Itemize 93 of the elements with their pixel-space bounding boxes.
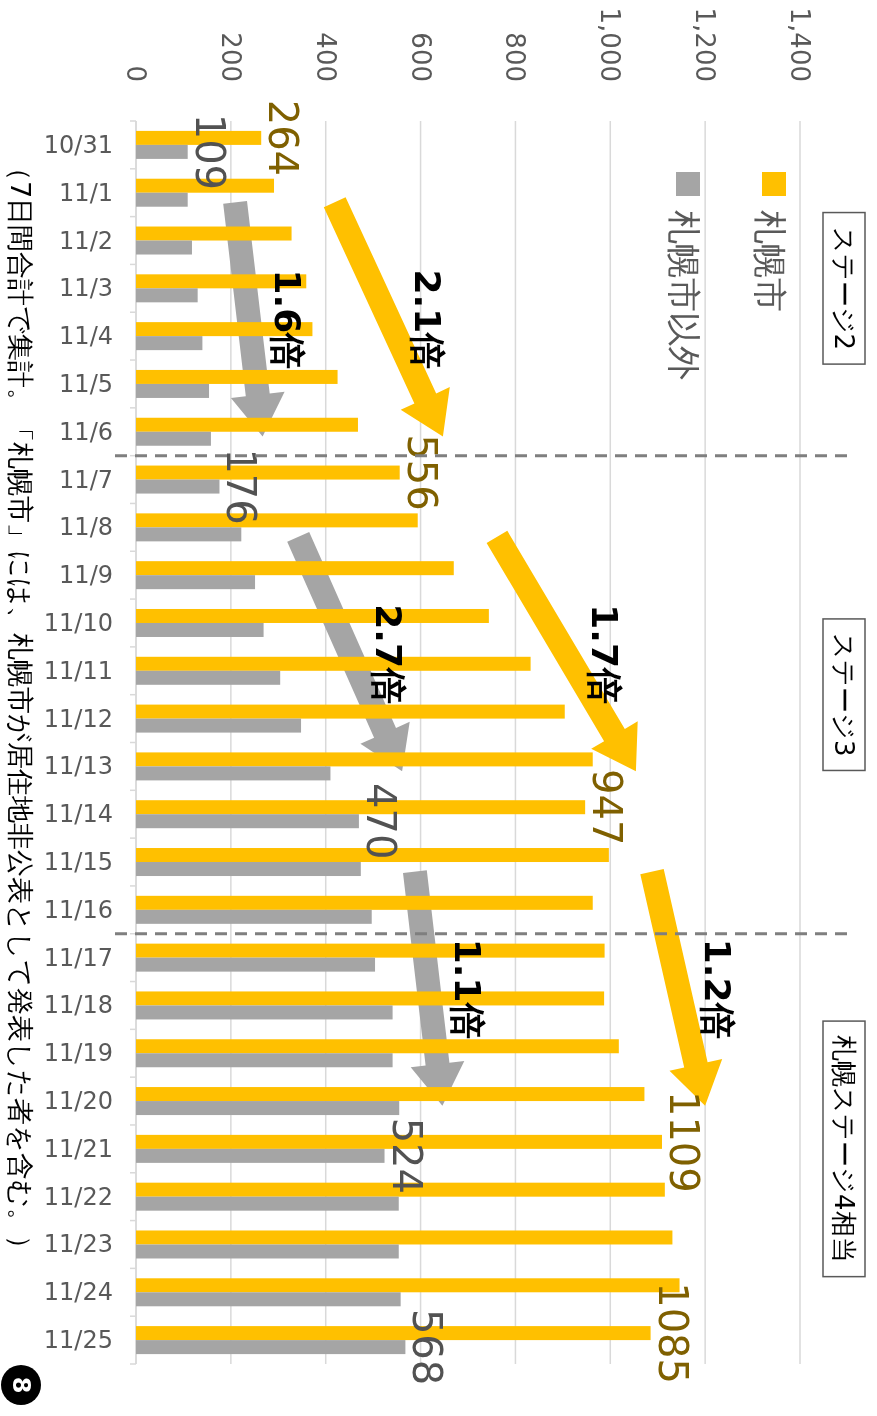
y-tick-label: 11/9 [59, 561, 113, 590]
bar [136, 718, 302, 733]
y-tick-label: 11/7 [59, 465, 113, 494]
text: 札幌ステージ4相当 [829, 1035, 859, 1263]
bar [136, 1087, 645, 1102]
y-tick-label: 10/31 [43, 130, 113, 159]
data-label: 568 [404, 1308, 451, 1386]
y-tick-label: 11/20 [43, 1087, 113, 1116]
y-tick-label: 11/4 [59, 322, 113, 351]
data-label: 556 [398, 434, 445, 511]
x-tick-label: 200 [215, 32, 246, 82]
bar [136, 1244, 399, 1259]
y-tick-label: 11/13 [43, 752, 113, 781]
text: 8 [7, 1376, 35, 1394]
data-label: 1085 [649, 1282, 696, 1384]
bar [136, 240, 192, 255]
legend-label: 札幌市以外 [664, 210, 704, 380]
bar [136, 670, 281, 685]
data-label: 264 [260, 99, 307, 177]
bar [136, 862, 361, 877]
y-tick-label: 11/5 [59, 369, 113, 398]
x-tick-label: 1,000 [595, 7, 626, 82]
text: （7日間合計で集計。「札幌市」には、札幌市が居住地非公表として発表した者を含む。） [5, 153, 36, 1263]
text: ステージ3 [829, 632, 859, 757]
data-label: 947 [584, 769, 631, 846]
bar [136, 575, 256, 590]
y-tick-label: 11/11 [43, 656, 113, 685]
bar [136, 1039, 619, 1054]
bar [136, 1005, 393, 1020]
bar [136, 957, 376, 972]
annotation: 1.7倍 [584, 604, 626, 704]
bar [136, 752, 593, 767]
annotation: 1.1倍 [446, 938, 488, 1039]
bar [136, 622, 264, 637]
data-label: 109 [186, 113, 233, 191]
y-tick-label: 11/3 [59, 274, 113, 303]
y-tick-label: 11/15 [43, 848, 113, 877]
bar [136, 431, 211, 446]
bar [136, 226, 292, 241]
bar [136, 417, 358, 432]
x-tick-label: 600 [405, 32, 436, 82]
x-tick-label: 0 [121, 65, 151, 82]
data-label: 470 [357, 783, 404, 860]
y-tick-label: 11/19 [43, 1039, 113, 1068]
y-tick-label: 11/25 [43, 1326, 113, 1355]
y-tick-label: 11/14 [43, 800, 113, 829]
bar [136, 1230, 673, 1245]
legend-label: 札幌市 [750, 210, 790, 312]
x-tick-label: 1,400 [785, 7, 815, 82]
x-tick-label: 800 [500, 32, 531, 82]
text: ステージ2 [829, 226, 859, 351]
y-tick-label: 11/24 [43, 1278, 113, 1307]
bar [136, 1340, 406, 1355]
bar [136, 1053, 393, 1068]
bar [136, 369, 338, 384]
y-tick-label: 11/22 [43, 1182, 113, 1211]
y-tick-label: 11/16 [43, 895, 113, 924]
y-tick-label: 11/8 [59, 513, 113, 542]
y-tick-label: 11/10 [43, 608, 113, 637]
bar [136, 1292, 401, 1307]
y-tick-label: 11/23 [43, 1230, 113, 1259]
data-label: 524 [383, 1117, 430, 1195]
data-label: 1109 [660, 1090, 707, 1193]
bar [136, 144, 188, 159]
bar [136, 336, 203, 351]
bar [136, 192, 188, 207]
y-tick-label: 11/12 [43, 704, 113, 733]
bar [136, 766, 331, 781]
y-tick-label: 11/18 [43, 991, 113, 1020]
bar [136, 1148, 385, 1163]
bar [136, 561, 454, 576]
bar [136, 479, 220, 494]
x-tick-label: 400 [310, 32, 341, 82]
bar [136, 1196, 399, 1211]
bar [136, 814, 359, 829]
annotation: 2.1倍 [406, 269, 448, 370]
annotation: 2.7倍 [368, 604, 410, 704]
bar [136, 895, 593, 910]
data-label: 176 [218, 448, 265, 525]
y-tick-label: 11/21 [43, 1134, 113, 1163]
y-tick-label: 11/1 [59, 178, 113, 207]
y-tick-label: 11/6 [59, 417, 113, 446]
x-tick-label: 1,200 [690, 7, 721, 82]
bar [136, 383, 210, 398]
bar [136, 527, 242, 542]
y-tick-label: 11/2 [59, 226, 113, 255]
bar [136, 704, 565, 719]
bar [136, 909, 372, 924]
y-tick-label: 11/17 [43, 943, 113, 972]
bar [136, 288, 198, 303]
bar [136, 1101, 400, 1116]
annotation: 1.6倍 [266, 269, 308, 370]
annotation: 1.2倍 [696, 938, 738, 1039]
